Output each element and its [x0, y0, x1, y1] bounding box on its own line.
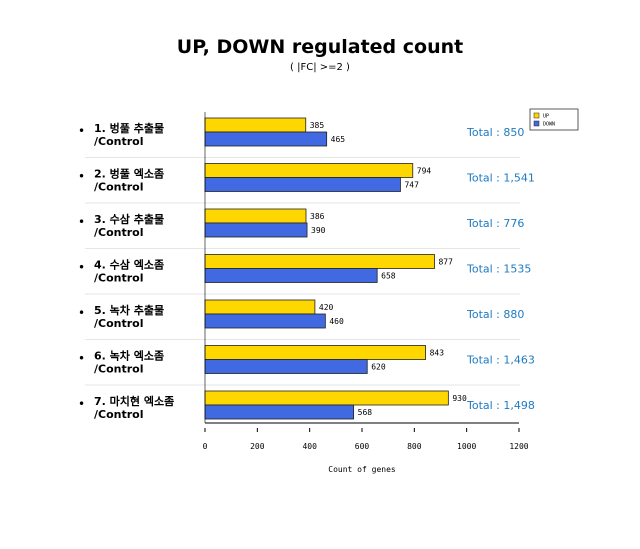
x-tick-label: 800 — [407, 442, 422, 451]
legend-swatch-down — [533, 120, 540, 127]
total-label: Total : 1,498 — [466, 399, 535, 412]
bar-up — [204, 208, 307, 224]
category-label: 5. 녹차 추출물 — [94, 303, 164, 317]
bar-down — [204, 131, 328, 147]
data-label-up: 877 — [438, 258, 453, 267]
bar-up — [204, 390, 449, 406]
data-label-down: 568 — [358, 408, 373, 417]
x-axis-label: Count of genes — [328, 465, 396, 474]
data-label-up: 843 — [430, 349, 445, 358]
bar-down — [204, 359, 368, 374]
bar-down — [204, 177, 401, 192]
total-label: Total : 1,541 — [466, 172, 535, 185]
data-label-down: 658 — [381, 272, 396, 281]
data-label-up: 420 — [319, 303, 334, 312]
bar-up — [204, 117, 307, 133]
category-label-control: /Control — [94, 272, 144, 285]
category-label-control: /Control — [94, 135, 144, 148]
data-label-down: 460 — [329, 317, 344, 326]
bar-down — [204, 222, 308, 238]
data-label-down: 747 — [404, 181, 419, 190]
category-bullet: • — [78, 397, 85, 411]
data-label-down: 465 — [331, 135, 346, 144]
category-bullet: • — [78, 261, 85, 275]
bar-down — [204, 268, 378, 283]
category-bullet: • — [78, 306, 85, 320]
category-label: 3. 수삼 추출물 — [94, 212, 164, 226]
category-label-control: /Control — [94, 226, 144, 239]
total-label: Total : 1,463 — [466, 354, 535, 367]
x-tick-label: 1000 — [457, 442, 476, 451]
category-label: 6. 녹차 엑소좀 — [94, 349, 164, 363]
category-label-control: /Control — [94, 317, 144, 330]
category-label: 2. 벙풀 엑소좀 — [94, 167, 164, 181]
total-label: Total : 850 — [466, 126, 524, 139]
chart-title: UP, DOWN regulated count — [176, 36, 464, 58]
bar-up — [204, 299, 316, 315]
bar-down — [204, 313, 326, 329]
data-label-up: 794 — [417, 167, 432, 176]
bar-down — [204, 404, 355, 420]
bar-up — [204, 345, 426, 360]
total-label: Total : 1535 — [466, 263, 531, 276]
x-tick-label: 400 — [302, 442, 317, 451]
category-bullet: • — [78, 124, 85, 138]
legend-swatch-up — [533, 112, 540, 119]
data-label-up: 386 — [310, 212, 325, 221]
category-label-control: /Control — [94, 181, 144, 194]
legend-label-up: UP — [543, 114, 549, 120]
category-bullet: • — [78, 352, 85, 366]
category-label: 4. 수삼 엑소좀 — [94, 258, 164, 272]
bar-up — [204, 254, 435, 269]
data-label-down: 390 — [311, 226, 326, 235]
x-tick-label: 1200 — [509, 442, 528, 451]
chart-subtitle: ( |FC| >=2 ) — [290, 62, 350, 73]
total-label: Total : 776 — [466, 217, 524, 230]
data-label-down: 620 — [371, 363, 386, 372]
category-bullet: • — [78, 170, 85, 184]
legend: UP DOWN — [529, 108, 579, 131]
total-label: Total : 880 — [466, 308, 524, 321]
legend-box — [529, 108, 579, 131]
category-label: 1. 벙풀 추출물 — [94, 121, 164, 135]
category-bullet: • — [78, 215, 85, 229]
category-label: 7. 마치현 엑소좀 — [94, 394, 174, 408]
category-label-control: /Control — [94, 363, 144, 376]
data-label-up: 930 — [452, 394, 467, 403]
x-tick-label: 0 — [203, 442, 208, 451]
x-tick-label: 600 — [355, 442, 370, 451]
data-label-up: 385 — [310, 121, 325, 130]
x-tick-label: 200 — [250, 442, 265, 451]
legend-label-down: DOWN — [543, 122, 555, 128]
bar-up — [204, 163, 414, 178]
category-label-control: /Control — [94, 408, 144, 421]
